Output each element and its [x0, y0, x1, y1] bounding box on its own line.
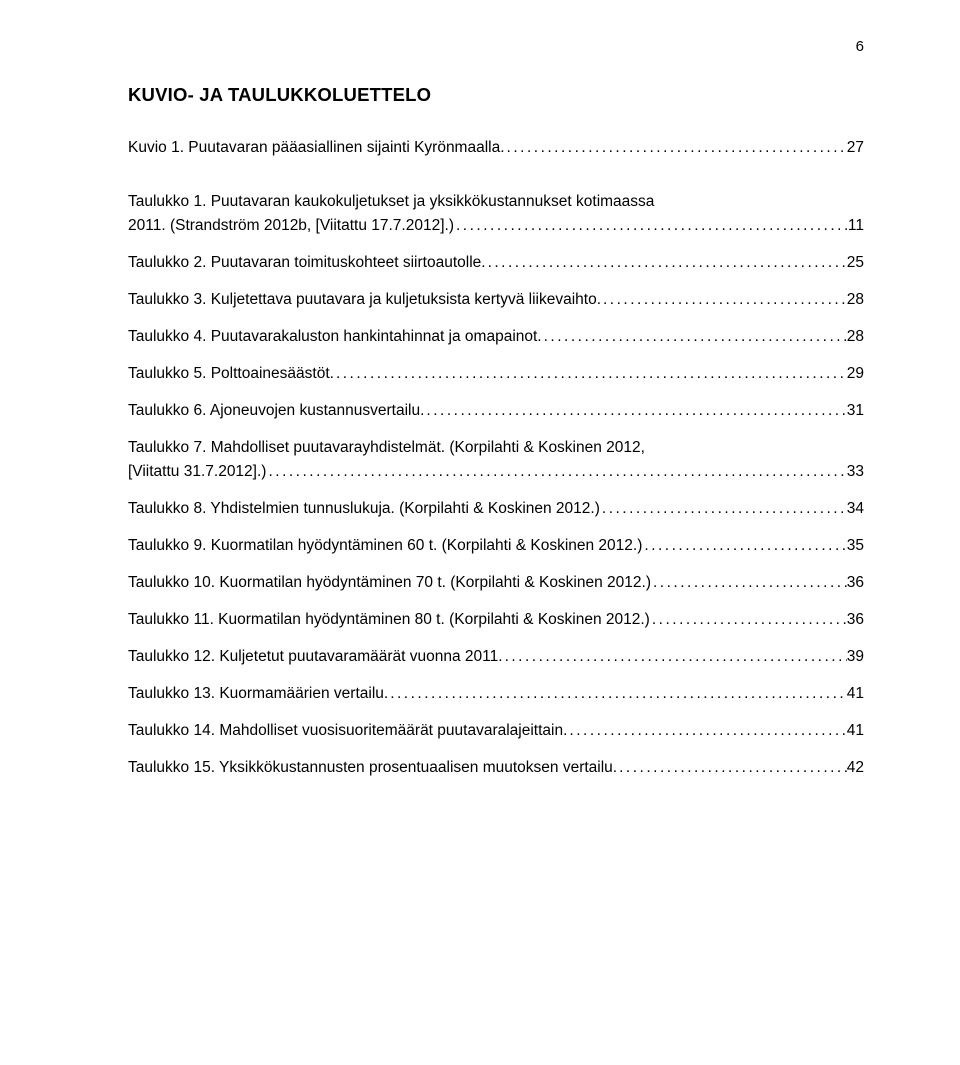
- toc-entry-label-line2: 2011. (Strandström 2012b, [Viitattu 17.7…: [128, 214, 454, 238]
- toc-entry-label-line1: Taulukko 1. Puutavaran kaukokuljetukset …: [128, 190, 864, 214]
- toc-entry-label: Taulukko 2. Puutavaran toimituskohteet s…: [128, 251, 486, 275]
- toc-dots: [334, 362, 847, 386]
- toc-dots: [600, 497, 847, 521]
- toc-entry-page: 35: [847, 534, 864, 558]
- toc-entry-label: Taulukko 8. Yhdistelmien tunnuslukuja. (…: [128, 497, 600, 521]
- page-container: 6 KUVIO- JA TAULUKKOLUETTELO Kuvio 1. Pu…: [0, 0, 960, 1065]
- toc-entry-label: Taulukko 10. Kuormatilan hyödyntäminen 7…: [128, 571, 651, 595]
- toc-entry: Taulukko 15. Yksikkökustannusten prosent…: [128, 756, 864, 780]
- toc-dots: [486, 251, 847, 275]
- toc-entry-line2: 2011. (Strandström 2012b, [Viitattu 17.7…: [128, 214, 864, 238]
- toc-entry: Taulukko 14. Mahdolliset vuosisuoritemää…: [128, 719, 864, 743]
- toc-entry-page: 33: [847, 460, 864, 484]
- toc-entry-label: Taulukko 6. Ajoneuvojen kustannusvertail…: [128, 399, 424, 423]
- toc-entry: Taulukko 8. Yhdistelmien tunnuslukuja. (…: [128, 497, 864, 521]
- toc-entry-page: 42: [847, 756, 864, 780]
- toc-entry-label: Taulukko 5. Polttoainesäästöt.: [128, 362, 334, 386]
- toc-dots: [542, 325, 847, 349]
- toc-dots: [266, 460, 846, 484]
- toc-dots: [567, 719, 846, 743]
- toc-entry-label: Taulukko 3. Kuljetettava puutavara ja ku…: [128, 288, 601, 312]
- toc-entry-page: 39: [847, 645, 864, 669]
- toc-entry: Taulukko 12. Kuljetetut puutavaramäärät …: [128, 645, 864, 669]
- toc-dots: [601, 288, 847, 312]
- toc-entry: Taulukko 13. Kuormamäärien vertailu. 41: [128, 682, 864, 706]
- toc-entry-label: Taulukko 13. Kuormamäärien vertailu.: [128, 682, 388, 706]
- toc-dots: [388, 682, 847, 706]
- toc-entry-page: 28: [847, 288, 864, 312]
- toc-dots: [424, 399, 846, 423]
- toc-entry-page: 28: [847, 325, 864, 349]
- toc-entry: Taulukko 5. Polttoainesäästöt. 29: [128, 362, 864, 386]
- toc-entry: Taulukko 9. Kuormatilan hyödyntäminen 60…: [128, 534, 864, 558]
- toc-dots: [617, 756, 847, 780]
- toc-entry: Taulukko 3. Kuljetettava puutavara ja ku…: [128, 288, 864, 312]
- toc-entry-label-line1: Taulukko 7. Mahdolliset puutavarayhdiste…: [128, 436, 864, 460]
- toc-dots: [505, 136, 847, 160]
- toc-entry-label: Taulukko 9. Kuormatilan hyödyntäminen 60…: [128, 534, 642, 558]
- toc-entry-page: 41: [847, 719, 864, 743]
- toc-entry-line2: [Viitattu 31.7.2012].) 33: [128, 460, 864, 484]
- toc-entry: Taulukko 11. Kuormatilan hyödyntäminen 8…: [128, 608, 864, 632]
- toc-entry-page: 25: [847, 251, 864, 275]
- toc-entry-label: Taulukko 14. Mahdolliset vuosisuoritemää…: [128, 719, 567, 743]
- toc-entry-page: 29: [847, 362, 864, 386]
- toc-entry-page: 36: [847, 608, 864, 632]
- toc-entry-label: Taulukko 4. Puutavarakaluston hankintahi…: [128, 325, 542, 349]
- toc-entry: Kuvio 1. Puutavaran pääasiallinen sijain…: [128, 136, 864, 160]
- page-number: 6: [856, 38, 864, 55]
- toc-entry-page: 11: [848, 214, 864, 238]
- toc-entry-label: Taulukko 15. Yksikkökustannusten prosent…: [128, 756, 617, 780]
- toc-entry-page: 27: [847, 136, 864, 160]
- toc-entry-label: Kuvio 1. Puutavaran pääasiallinen sijain…: [128, 136, 505, 160]
- toc-entry: Taulukko 4. Puutavarakaluston hankintahi…: [128, 325, 864, 349]
- toc-entry-page: 31: [847, 399, 864, 423]
- section-heading: KUVIO- JA TAULUKKOLUETTELO: [128, 84, 864, 106]
- toc-list: Kuvio 1. Puutavaran pääasiallinen sijain…: [128, 136, 864, 780]
- toc-entry: Taulukko 6. Ajoneuvojen kustannusvertail…: [128, 399, 864, 423]
- toc-entry-page: 34: [847, 497, 864, 521]
- toc-dots: [651, 571, 847, 595]
- toc-dots: [503, 645, 847, 669]
- toc-entry-label: Taulukko 12. Kuljetetut puutavaramäärät …: [128, 645, 503, 669]
- toc-dots: [650, 608, 847, 632]
- toc-entry: Taulukko 1. Puutavaran kaukokuljetukset …: [128, 190, 864, 238]
- toc-entry-label: Taulukko 11. Kuormatilan hyödyntäminen 8…: [128, 608, 650, 632]
- toc-entry-page: 36: [847, 571, 864, 595]
- toc-entry-page: 41: [847, 682, 864, 706]
- toc-entry: Taulukko 2. Puutavaran toimituskohteet s…: [128, 251, 864, 275]
- toc-entry: Taulukko 10. Kuormatilan hyödyntäminen 7…: [128, 571, 864, 595]
- toc-dots: [642, 534, 846, 558]
- toc-entry: Taulukko 7. Mahdolliset puutavarayhdiste…: [128, 436, 864, 484]
- toc-entry-label-line2: [Viitattu 31.7.2012].): [128, 460, 266, 484]
- toc-dots: [454, 214, 848, 238]
